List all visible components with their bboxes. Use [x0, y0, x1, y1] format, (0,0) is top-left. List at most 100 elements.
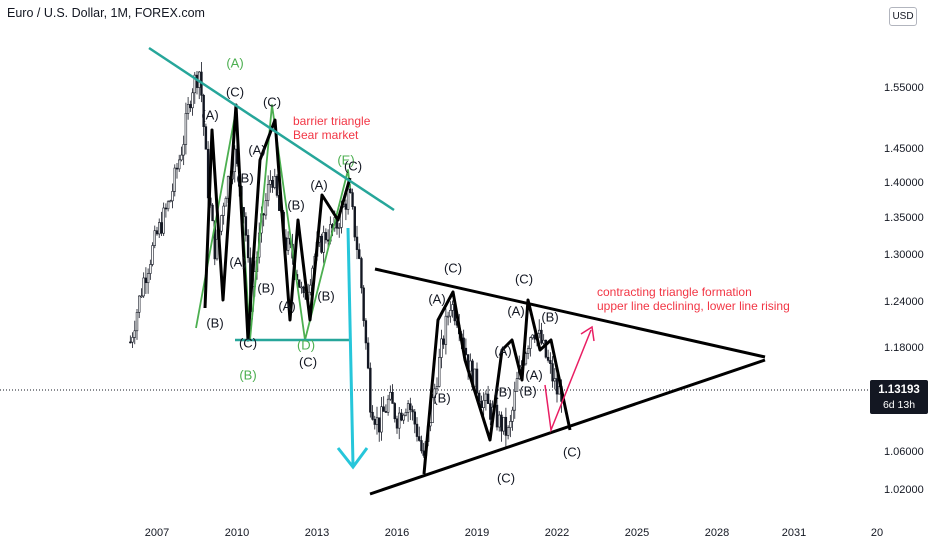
symbol-title: Euro / U.S. Dollar, 1M, FOREX.com	[7, 6, 205, 20]
candle-body	[166, 201, 170, 210]
candle-body	[286, 237, 290, 251]
candle-body	[375, 417, 379, 425]
candle-body	[406, 403, 410, 413]
candle-body	[262, 213, 265, 216]
candle-body	[349, 188, 352, 193]
y-tick-label: 1.06000	[884, 446, 924, 458]
y-tick-label: 1.24000	[884, 296, 924, 308]
candle-body	[404, 412, 408, 416]
wave-line-black-2	[422, 290, 572, 475]
candle-body	[438, 357, 441, 387]
candle-body	[551, 363, 554, 382]
candle-body	[553, 378, 556, 382]
candle-body	[204, 126, 208, 150]
wave-label: (A)	[278, 298, 296, 314]
candle-body	[358, 249, 361, 259]
candle-body	[355, 236, 359, 250]
candle-body	[246, 235, 250, 259]
candle-body	[135, 311, 139, 332]
wave-label: (B)	[239, 367, 257, 383]
wave-label: (A)	[507, 303, 525, 319]
x-tick-label: 2010	[224, 527, 250, 539]
candle-body	[435, 386, 439, 390]
candle-body	[344, 203, 348, 210]
candle-body	[224, 197, 228, 207]
currency-button[interactable]: USD	[889, 7, 917, 26]
wave-label: (B)	[433, 390, 451, 406]
candle-body	[309, 284, 312, 293]
candle-body	[495, 404, 499, 428]
candle-body	[411, 409, 414, 413]
wave-label: (C)	[225, 84, 245, 100]
wave-label: (A)	[525, 367, 543, 383]
candle-body	[211, 204, 214, 222]
candle-body	[151, 245, 154, 265]
candle-body	[544, 339, 548, 358]
candle-body	[538, 329, 541, 334]
candle-body	[138, 295, 141, 313]
candle-body	[486, 393, 490, 404]
wave-label: (B)	[236, 170, 254, 186]
x-tick-label: 2019	[464, 527, 490, 539]
candle-body	[269, 179, 272, 185]
candle-body	[162, 207, 165, 234]
wave-label: (C)	[262, 94, 282, 110]
last-price-value: 1.13193	[878, 384, 920, 396]
barrier-triangle-upper-line	[148, 46, 395, 212]
candle-body	[546, 356, 550, 361]
candle-body	[233, 148, 236, 173]
y-tick-label: 1.40000	[884, 177, 924, 189]
candle-body	[146, 273, 150, 284]
wave-label: (C)	[496, 470, 516, 486]
x-tick-label: 2022	[544, 527, 570, 539]
candle-body	[369, 367, 372, 413]
y-tick-label: 1.02000	[884, 484, 924, 496]
candle-body	[409, 403, 412, 411]
wave-label: (B)	[494, 384, 512, 400]
y-tick-label: 1.30000	[884, 249, 924, 261]
wave-label: (B)	[287, 197, 305, 213]
candle-body	[444, 315, 448, 345]
candle-body	[191, 92, 194, 109]
projection-arrowhead	[580, 325, 595, 342]
candle-body	[271, 179, 274, 188]
wave-label: (B)	[317, 288, 335, 304]
wave-label: (B)	[206, 315, 224, 331]
candle-body	[338, 227, 341, 229]
candle-body	[482, 400, 485, 409]
candle-body	[393, 403, 396, 420]
candle-body	[531, 334, 534, 339]
candle-body	[193, 74, 196, 94]
candle-body	[446, 315, 450, 318]
candle-series	[129, 62, 563, 461]
wave-label: (E)	[337, 152, 355, 168]
candle-body	[391, 391, 394, 404]
x-tick-label: 2007	[144, 527, 170, 539]
candle-body	[504, 416, 508, 436]
note-line: contracting triangle formation	[597, 285, 752, 299]
candle-body	[222, 205, 225, 216]
wave-label: (B)	[519, 383, 537, 399]
candle-body	[540, 329, 543, 344]
note-line: barrier triangle	[293, 114, 371, 128]
candle-body	[180, 154, 183, 161]
candle-body	[498, 414, 501, 428]
candle-body	[220, 215, 223, 232]
candle-body	[366, 342, 370, 369]
candle-body	[189, 104, 192, 109]
barrier-triangle-note: barrier triangle Bear market	[293, 114, 370, 142]
candle-body	[413, 411, 416, 425]
wave-label: (A)	[229, 254, 247, 270]
candle-body	[418, 436, 421, 441]
candle-body	[300, 286, 303, 289]
candle-body	[489, 403, 492, 420]
note-line: upper line declining, lower line rising	[597, 299, 790, 313]
candle-body	[502, 416, 505, 432]
candle-body	[395, 418, 399, 429]
candle-body	[373, 419, 376, 425]
candle-body	[298, 279, 301, 288]
candle-body	[378, 417, 381, 433]
wave-label: (A)	[201, 107, 219, 123]
wave-count-lines	[195, 103, 572, 475]
